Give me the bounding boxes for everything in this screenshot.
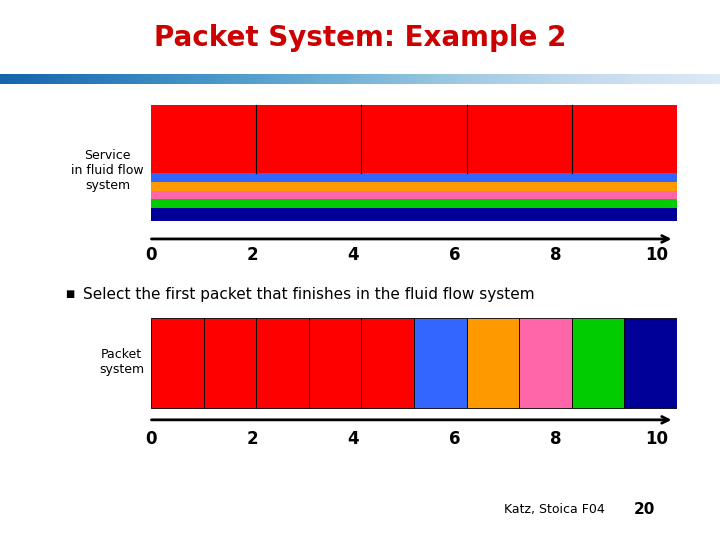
Bar (151, 105, 677, 173)
Text: 0: 0 (145, 246, 157, 264)
Text: Katz, Stoica F04: Katz, Stoica F04 (504, 503, 605, 516)
Text: 0: 0 (145, 430, 157, 448)
Text: 8: 8 (550, 246, 562, 264)
Bar (519, 318, 572, 408)
Bar (151, 173, 677, 182)
Text: 2: 2 (246, 430, 258, 448)
Bar (467, 318, 519, 408)
Bar (151, 318, 204, 408)
Bar (572, 318, 624, 408)
Bar (151, 182, 677, 191)
Text: 10: 10 (645, 246, 668, 264)
Bar (151, 191, 677, 199)
Text: 6: 6 (449, 246, 460, 264)
Text: ■: ■ (65, 289, 74, 299)
Text: Select the first packet that finishes in the fluid flow system: Select the first packet that finishes in… (83, 287, 534, 302)
Bar (309, 318, 361, 408)
Bar (204, 318, 256, 408)
Bar (414, 318, 467, 408)
Text: 8: 8 (550, 430, 562, 448)
Text: 2: 2 (246, 246, 258, 264)
Text: 6: 6 (449, 430, 460, 448)
Text: 4: 4 (348, 430, 359, 448)
Bar (151, 208, 677, 221)
Bar (151, 199, 677, 208)
Text: Packet System: Example 2: Packet System: Example 2 (154, 24, 566, 52)
Text: 4: 4 (348, 246, 359, 264)
Text: Service
in fluid flow
system: Service in fluid flow system (71, 148, 144, 192)
Bar (256, 318, 309, 408)
Bar (361, 318, 414, 408)
Text: 20: 20 (634, 502, 655, 517)
Bar (624, 318, 677, 408)
Text: 10: 10 (645, 430, 668, 448)
Text: Packet
system: Packet system (99, 348, 144, 376)
